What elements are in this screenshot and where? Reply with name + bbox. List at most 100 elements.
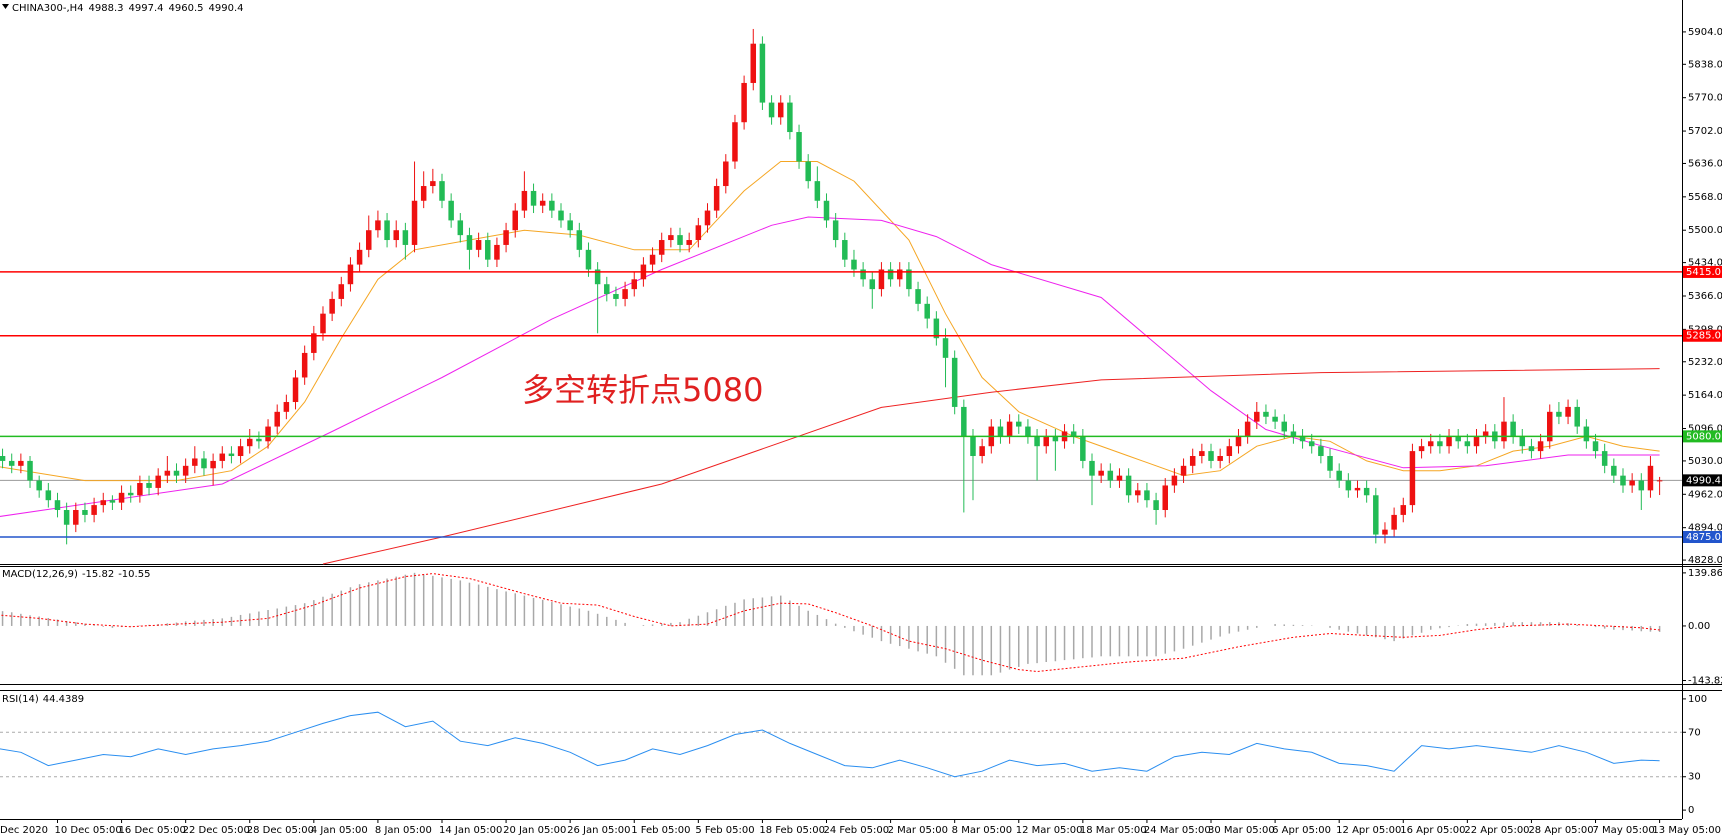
candle-body — [878, 269, 885, 290]
candle-body — [1098, 470, 1104, 476]
candle-body — [668, 235, 674, 241]
candle-body — [18, 460, 24, 466]
macd-title: MACD(12,26,9) — [2, 569, 78, 580]
candle-body — [933, 318, 940, 339]
candle-body — [832, 220, 839, 241]
last-price-box — [1683, 474, 1722, 487]
candle-body — [814, 181, 821, 201]
candle-body — [1382, 529, 1388, 535]
y-tick-label: 4828.0 — [1688, 555, 1722, 566]
candle-body — [1427, 441, 1434, 447]
y-tick-label: 100 — [1688, 694, 1707, 705]
panel-frames — [0, 0, 1722, 820]
candle-body — [173, 470, 180, 476]
candle-body — [1254, 411, 1260, 422]
candle-body — [906, 269, 912, 290]
candle-body — [100, 500, 107, 506]
candle-body — [1510, 421, 1516, 437]
header: CHINA300-,H4 4988.3 4997.4 4960.5 4990.4… — [2, 3, 244, 705]
x-tick-label: 8 Jan 05:00 — [375, 825, 432, 836]
candle-body — [1043, 436, 1049, 447]
candle-body — [1263, 411, 1269, 417]
x-tick-label: 30 Mar 05:00 — [1208, 825, 1275, 836]
y-tick-label: 5366.0 — [1688, 291, 1722, 302]
candle-body — [512, 210, 518, 231]
candle-body — [750, 43, 757, 83]
candle-body — [466, 235, 473, 250]
symbol-title: CHINA300-,H4 — [12, 3, 84, 14]
annotation: 多空转折点5080 — [522, 371, 763, 409]
candle-body — [979, 446, 985, 457]
y-tick-label: 4894.0 — [1688, 523, 1722, 534]
candle-body — [1171, 475, 1178, 486]
candle-body — [1070, 431, 1077, 437]
candle-body — [1400, 505, 1407, 515]
candle-body — [1565, 406, 1571, 417]
x-tick-label: 12 Apr 05:00 — [1336, 825, 1401, 836]
x-tick-label: 26 Jan 05:00 — [567, 825, 630, 836]
candle-body — [1016, 421, 1022, 427]
y-tick-label: 5434.0 — [1688, 258, 1722, 269]
y-tick-label: 70 — [1688, 727, 1701, 738]
candle-body — [182, 465, 189, 476]
level-label: 5415.0 — [1686, 267, 1721, 278]
x-tick-label: 16 Apr 05:00 — [1400, 825, 1465, 836]
candle-body — [530, 190, 537, 206]
y-tick-label: 5838.0 — [1688, 59, 1722, 70]
candle-body — [1528, 446, 1535, 452]
x-tick-label: 5 Feb 05:00 — [695, 825, 754, 836]
macd-signal-value: -10.55 — [118, 569, 150, 580]
candle-body — [805, 161, 811, 182]
candle-body — [1281, 421, 1288, 432]
level-label-box — [1683, 329, 1722, 342]
candle-body — [768, 102, 775, 118]
candle-body — [45, 490, 52, 501]
candle-body — [329, 298, 335, 314]
x-tick-label: 6 Apr 05:00 — [1272, 825, 1331, 836]
candle-body — [311, 333, 317, 353]
y-tick-label: 0 — [1688, 805, 1694, 816]
candle-body — [1574, 406, 1580, 427]
y-tick-label: 5232.0 — [1688, 357, 1722, 368]
candle-body — [36, 480, 42, 491]
x-tick-label: 10 Dec 05:00 — [54, 825, 121, 836]
candle-body — [567, 220, 573, 231]
candle-body — [539, 200, 546, 206]
x-tick-label: 24 Feb 05:00 — [824, 825, 890, 836]
candle-body — [723, 161, 729, 187]
candle-body — [1153, 500, 1159, 511]
y-tick-label: 30 — [1688, 772, 1701, 783]
y-tick-label: 4962.0 — [1688, 489, 1722, 500]
level-label: 5080.0 — [1686, 431, 1721, 442]
candle-body — [631, 279, 637, 290]
candle-body — [1537, 441, 1544, 452]
front-layer: 5415.0 5285.0 5080.0 4875.0 4990.4 多空转折点5080 — [0, 265, 1722, 544]
candle-body — [265, 426, 271, 442]
candle-body — [1620, 475, 1626, 486]
candle-body — [219, 453, 226, 461]
rsi-value: 44.4389 — [43, 694, 84, 705]
candle-body — [146, 483, 152, 488]
candle-body — [228, 453, 235, 457]
x-tick-label: Dec 2020 — [0, 825, 48, 836]
candle-body — [1547, 411, 1553, 442]
candle-body — [54, 500, 61, 511]
candle-body — [896, 269, 903, 280]
x-tick-label: 24 Mar 05:00 — [1144, 825, 1211, 836]
y-tick-label: 5500.0 — [1688, 225, 1722, 236]
candle-body — [1455, 436, 1461, 442]
candle-body — [91, 505, 97, 515]
x-tick-label: 16 Dec 05:00 — [119, 825, 186, 836]
candle-body — [384, 220, 390, 241]
x-tick-label: 22 Dec 05:00 — [183, 825, 250, 836]
candle-body — [366, 230, 372, 250]
candle-body — [558, 210, 564, 221]
candle-body — [411, 200, 418, 245]
candle-body — [695, 225, 702, 241]
open-value: 4988.3 — [89, 3, 124, 14]
candle-body — [192, 458, 198, 466]
x-tick-label: 7 May 05:00 — [1593, 825, 1655, 836]
candle-body — [448, 200, 454, 221]
candle-body — [1473, 436, 1480, 447]
